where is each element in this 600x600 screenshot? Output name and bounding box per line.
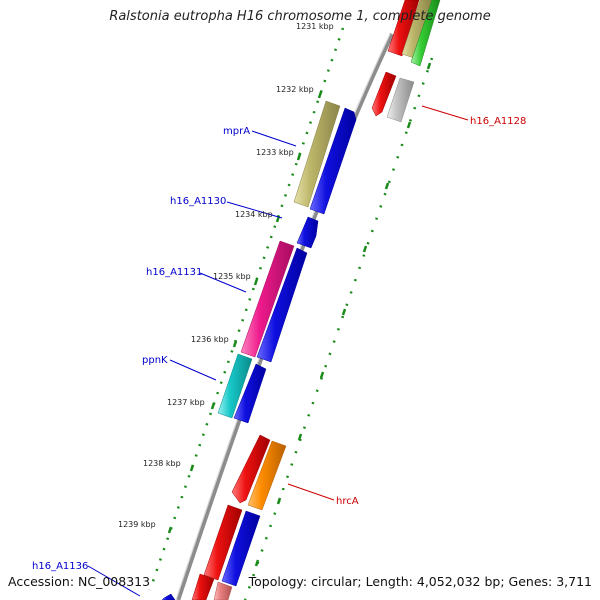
gene-blue-arrow-1[interactable] bbox=[309, 107, 357, 215]
gene-label-mprA[interactable]: mprA bbox=[223, 126, 250, 137]
tick-label: 1238 kbp bbox=[143, 459, 181, 468]
tick-label: 1233 kbp bbox=[256, 148, 294, 157]
gene-blue-arrow-4[interactable] bbox=[233, 363, 267, 424]
inner-label-leaders bbox=[87, 130, 297, 597]
gene-blue-arrow-3[interactable] bbox=[256, 247, 308, 363]
tick-label: 1235 kbp bbox=[213, 272, 251, 281]
gene-red-block-inner-2[interactable] bbox=[203, 504, 243, 581]
gene-blue-block-inner-5[interactable] bbox=[221, 510, 261, 587]
tick-label: 1236 kbp bbox=[191, 335, 229, 344]
tick-label-partial: 1231 kbp bbox=[296, 22, 334, 31]
tick-label: 1234 kbp bbox=[235, 210, 273, 219]
accession-text: Accession: NC_008313 bbox=[8, 574, 151, 589]
inner-tick-track bbox=[148, 27, 345, 591]
gene-red-block-inner-3[interactable] bbox=[191, 573, 215, 600]
outer-tick-track bbox=[243, 57, 434, 600]
inner-major-ticks bbox=[167, 91, 323, 534]
gene-green-block-outer[interactable] bbox=[410, 0, 441, 67]
gene-label-ppnK[interactable]: ppnK bbox=[142, 355, 168, 366]
gene-blue-arrow-2[interactable] bbox=[296, 216, 319, 249]
gene-label-h16_A1136[interactable]: h16_A1136 bbox=[32, 561, 88, 572]
outer-label-leaders bbox=[287, 105, 469, 501]
gene-h16_A1128-block[interactable] bbox=[386, 77, 415, 123]
map-title: Ralstonia eutropha H16 chromosome 1, com… bbox=[109, 9, 491, 24]
gene-ppnK-block[interactable] bbox=[217, 353, 253, 419]
tick-label: 1237 kbp bbox=[167, 398, 205, 407]
outer-major-ticks bbox=[254, 62, 432, 567]
gene-label-hrcA[interactable]: hrcA bbox=[336, 496, 359, 507]
gene-label-h16_A1131[interactable]: h16_A1131 bbox=[146, 267, 202, 278]
gene-label-h16_A1130[interactable]: h16_A1130 bbox=[170, 196, 226, 207]
gene-salmon-block[interactable] bbox=[213, 581, 233, 600]
gene-label-h16_A1128[interactable]: h16_A1128 bbox=[470, 116, 526, 127]
tick-label: 1232 kbp bbox=[276, 85, 314, 94]
gene-h16_A1131-block[interactable] bbox=[240, 240, 295, 358]
gene-red-arrow-inner-1[interactable] bbox=[231, 434, 271, 504]
gene-mprA-block[interactable] bbox=[293, 100, 341, 208]
gene-orange-block[interactable] bbox=[247, 440, 287, 511]
tick-label: 1239 kbp bbox=[118, 520, 156, 529]
genome-summary-text: Topology: circular; Length: 4,052,032 bp… bbox=[248, 574, 592, 589]
gene-red-block-outer-1[interactable] bbox=[387, 0, 420, 57]
gene-h16_A1136-block[interactable] bbox=[161, 593, 176, 600]
gene-red-arrow-outer-2[interactable] bbox=[371, 71, 397, 117]
